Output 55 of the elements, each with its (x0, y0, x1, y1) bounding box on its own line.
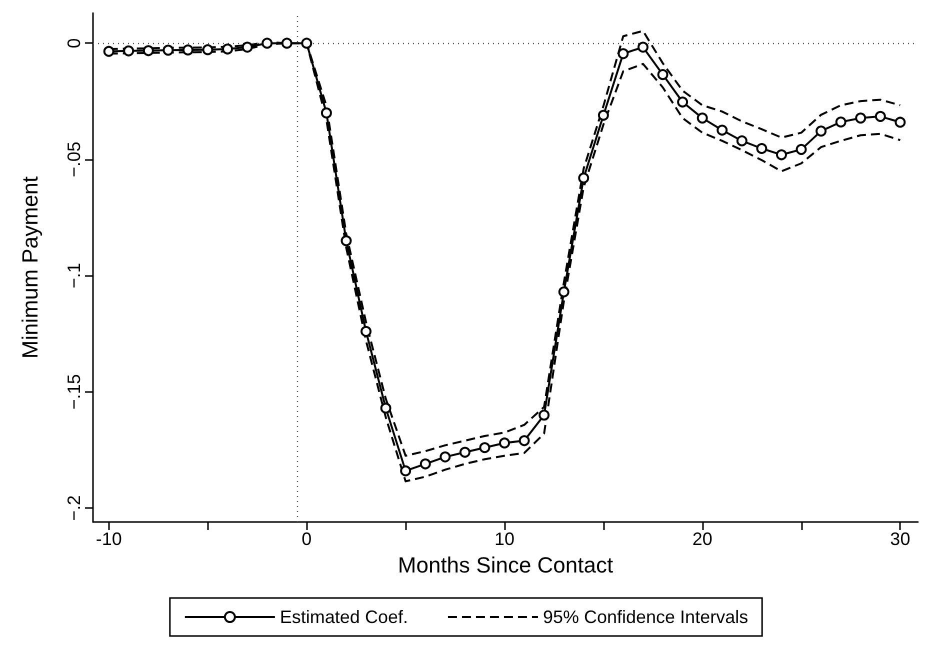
point (162, 44, 174, 56)
y-tick-label: −.1 (64, 262, 84, 288)
x-tick-label: 20 (692, 529, 712, 549)
y-tick-label: −.15 (64, 374, 84, 410)
point (459, 446, 470, 458)
point (340, 235, 352, 246)
point (182, 44, 194, 56)
y-tick-label: −.2 (64, 495, 84, 521)
point (420, 458, 431, 470)
point (776, 149, 787, 160)
x-tick-label: 30 (890, 529, 910, 549)
y-tick-label: 0 (64, 38, 84, 48)
legend-label: 95% Confidence Intervals (542, 607, 748, 627)
point (440, 451, 451, 462)
point (301, 38, 312, 49)
point (499, 437, 510, 448)
point (598, 110, 609, 121)
point (103, 46, 114, 57)
point (816, 126, 827, 137)
point (736, 135, 748, 146)
point (657, 69, 668, 80)
x-axis-title: Months Since Contact (398, 552, 614, 578)
point (677, 96, 688, 108)
point (696, 112, 708, 124)
point (855, 112, 866, 124)
point (538, 410, 550, 421)
point (360, 326, 372, 337)
point (638, 42, 648, 53)
point (578, 172, 590, 184)
y-tick-label: −.05 (64, 142, 84, 178)
point (894, 116, 906, 128)
point (400, 465, 412, 476)
point (123, 45, 134, 56)
point (202, 44, 214, 56)
point (874, 110, 886, 122)
point (320, 107, 332, 118)
x-tick-label: 0 (302, 529, 312, 549)
y-axis-title: Minimum Payment (18, 176, 42, 359)
point (835, 116, 846, 128)
x-tick-label: -10 (96, 529, 122, 549)
point (262, 38, 273, 49)
point (479, 442, 490, 454)
point (518, 435, 530, 446)
point (716, 124, 728, 136)
point (796, 144, 807, 155)
point (618, 48, 629, 60)
point (558, 286, 570, 298)
point (222, 44, 234, 55)
point (281, 38, 292, 49)
legend-label: Estimated Coef. (280, 607, 408, 627)
point (242, 42, 253, 53)
point (142, 45, 154, 56)
point (380, 402, 392, 414)
point (756, 143, 768, 154)
x-tick-label: 10 (494, 529, 515, 549)
